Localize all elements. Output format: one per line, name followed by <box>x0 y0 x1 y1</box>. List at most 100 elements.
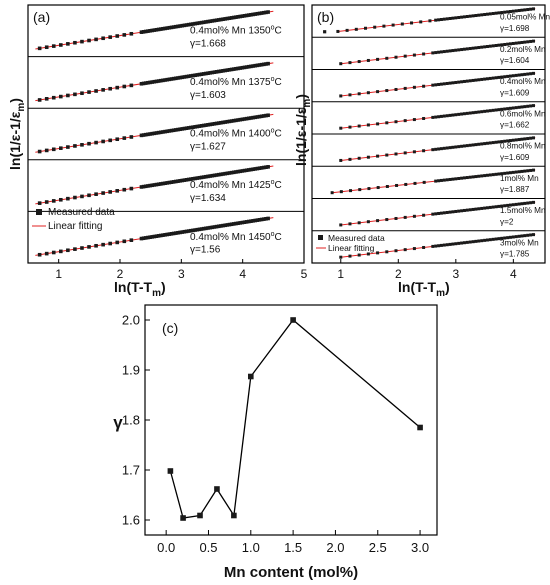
data-point <box>37 46 42 51</box>
panel-b-y-label-end: ) <box>293 94 309 99</box>
data-point <box>236 169 240 174</box>
data-point <box>193 176 197 181</box>
data-point <box>199 72 204 77</box>
data-point <box>366 123 370 127</box>
data-point <box>197 175 202 180</box>
data-point <box>129 238 134 242</box>
data-point <box>51 95 56 100</box>
data-point <box>358 188 362 192</box>
data-point <box>201 226 206 231</box>
data-point <box>59 43 63 47</box>
data-point <box>503 75 507 79</box>
panel-a-x-tick-label: 4 <box>239 267 246 281</box>
data-point <box>517 9 521 13</box>
data-point <box>403 54 407 58</box>
data-point <box>394 55 398 59</box>
data-point <box>500 140 504 144</box>
data-point <box>514 202 518 206</box>
data-point <box>526 137 530 141</box>
data-point <box>457 16 461 20</box>
data-point <box>161 78 165 83</box>
data-point <box>529 168 533 172</box>
data-point <box>514 9 518 13</box>
panel-b-row-gamma: γ=1.662 <box>500 121 530 130</box>
data-point <box>146 235 150 240</box>
data-point <box>431 148 435 152</box>
data-point <box>376 219 380 223</box>
data-point <box>465 144 469 148</box>
panel-a-legend: Measured data Linear fitting <box>32 207 115 232</box>
data-point <box>204 20 208 24</box>
data-point <box>184 126 189 131</box>
data-point <box>264 62 268 66</box>
data-point <box>182 126 187 131</box>
data-point <box>437 211 441 215</box>
data-point <box>526 104 530 108</box>
data-point <box>163 129 167 134</box>
data-point <box>257 114 262 119</box>
data-point <box>497 11 501 15</box>
data-point <box>189 177 193 181</box>
data-point <box>122 136 127 140</box>
data-point <box>494 44 498 48</box>
data-point <box>115 137 120 142</box>
panel-a-frame <box>27 4 305 264</box>
data-point <box>445 178 449 182</box>
panel-a-rows: 0.4mol% Mn 1350oC γ=1.668 0.4mol% Mn 1375o… <box>35 10 282 257</box>
panel-c-x-tick-label: 0.0 <box>157 540 175 555</box>
data-point <box>165 232 170 237</box>
data-point <box>439 211 443 215</box>
data-point <box>523 105 527 109</box>
data-point <box>514 106 518 110</box>
panel-b-row-label: 3mol% Mn <box>500 238 539 247</box>
data-point <box>44 97 49 101</box>
data-point <box>448 210 452 214</box>
panel-c-x-tick-label: 2.5 <box>369 540 387 555</box>
data-point <box>395 183 399 187</box>
data-point <box>247 13 251 17</box>
data-point <box>517 73 521 77</box>
panel-c-y-label: γ <box>113 413 123 432</box>
data-point <box>255 63 260 68</box>
data-point <box>471 111 475 115</box>
data-point <box>242 65 247 70</box>
data-point <box>251 64 255 68</box>
data-point <box>442 50 446 54</box>
panel-a-y-label-end: ) <box>7 98 23 103</box>
data-point <box>531 7 535 11</box>
data-point <box>66 145 70 149</box>
data-point <box>474 110 478 114</box>
data-point <box>221 17 225 22</box>
data-point <box>471 175 475 179</box>
data-point <box>364 26 368 30</box>
panel-b-row-label: 1.5mol% Mn <box>500 206 546 215</box>
data-point <box>511 41 515 45</box>
data-point <box>244 116 249 121</box>
data-point <box>462 112 466 116</box>
data-point <box>80 143 84 147</box>
data-point <box>80 246 84 250</box>
data-point <box>523 137 527 141</box>
data-point <box>257 166 262 171</box>
data-point <box>483 45 487 49</box>
data-point <box>523 201 527 205</box>
data-point <box>437 50 441 54</box>
data-point <box>394 87 398 91</box>
data-point <box>227 171 232 175</box>
panel-a-x-label: ln(T-Tm) <box>114 279 166 299</box>
data-point <box>37 98 42 102</box>
data-point <box>465 240 469 244</box>
data-point <box>152 183 157 187</box>
data-point <box>101 36 105 41</box>
data-point <box>462 208 466 212</box>
data-point <box>251 115 255 120</box>
data-point <box>474 143 478 147</box>
data-point <box>94 37 98 42</box>
data-point <box>143 132 148 137</box>
data-point <box>212 173 217 178</box>
data-point <box>494 172 498 176</box>
data-point <box>115 189 120 193</box>
data-point <box>357 60 361 64</box>
data-point <box>171 231 176 236</box>
data-point <box>439 82 443 86</box>
